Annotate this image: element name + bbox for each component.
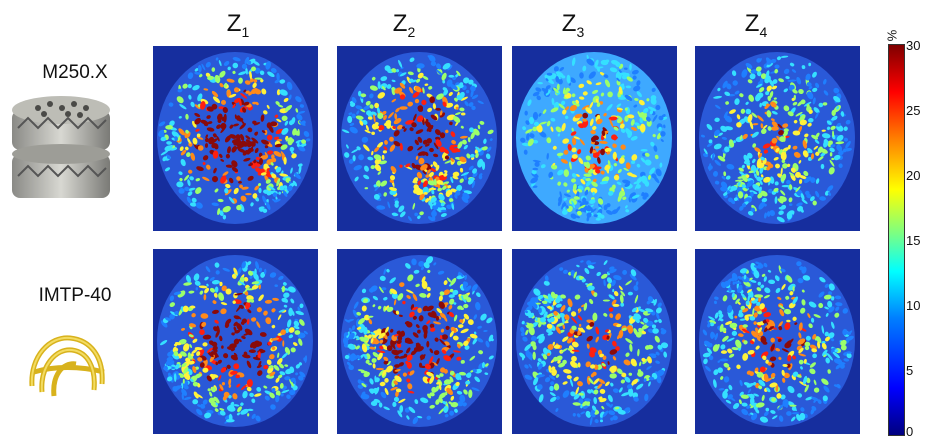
metal-structured-packing-image: [8, 88, 114, 208]
colorbar-tick-30: 30: [906, 38, 921, 53]
column-header-z4: Z4: [744, 10, 768, 40]
colorbar-tick-5: 5: [906, 363, 914, 378]
column-header-z3: Z3: [561, 10, 585, 40]
colorbar-tick-0: 0: [906, 424, 914, 439]
heatmap-imtp40-z1: [153, 249, 318, 434]
colorbar-tick-20: 20: [906, 168, 921, 183]
gold-random-ring-packing-image: [20, 326, 116, 406]
heatmap-m250x-z3: [512, 46, 677, 231]
colorbar-tick-10: 10: [906, 298, 921, 313]
row-label-m250x: M250.X: [42, 62, 108, 83]
column-header-z1: Z1: [226, 10, 250, 40]
heatmap-m250x-z4: [695, 46, 860, 231]
colorbar-tick-15: 15: [906, 233, 921, 248]
heatmap-imtp40-z3: [512, 249, 677, 434]
heatmap-imtp40-z4: [695, 249, 860, 434]
colorbar-unit: %: [884, 29, 900, 42]
colorbar: [888, 44, 905, 436]
heatmap-imtp40-z2: [337, 249, 502, 434]
column-header-z2: Z2: [392, 10, 416, 40]
heatmap-m250x-z1: [153, 46, 318, 231]
colorbar-tick-25: 25: [906, 103, 921, 118]
row-label-imtp40: IMTP-40: [38, 285, 112, 306]
heatmap-m250x-z2: [337, 46, 502, 231]
